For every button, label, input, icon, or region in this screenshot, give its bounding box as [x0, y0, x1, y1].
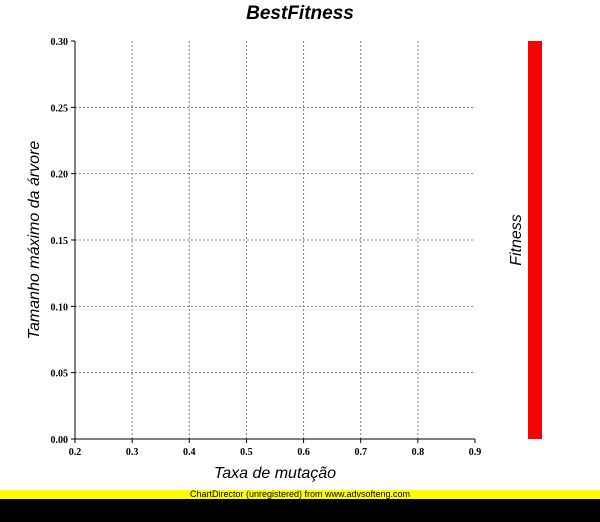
- chart-title: BestFitness: [246, 3, 354, 24]
- colorbar: [528, 41, 542, 439]
- y-tick-label: 0.30: [51, 37, 69, 48]
- x-tick-label: 0.7: [354, 447, 367, 458]
- tick-labels: 0.2 0.3 0.4 0.5 0.6 0.7 0.8 0.9 0.00 0.05 0.10 0.15…: [51, 37, 482, 458]
- chart: BestFitness 0.2 0.3 0.4 0.5 0.6 0.7 0.8 0.9 0.00…: [26, 3, 542, 482]
- x-tick-label: 0.4: [183, 447, 196, 458]
- axes: [71, 40, 476, 443]
- x-tick-label: 0.9: [469, 447, 482, 458]
- y-tick-label: 0.20: [51, 170, 69, 181]
- y-tick-label: 0.05: [51, 369, 69, 380]
- grid: [75, 41, 475, 439]
- y-tick-label: 0.00: [51, 435, 69, 446]
- x-tick-label: 0.5: [240, 447, 253, 458]
- x-tick-label: 0.2: [69, 447, 82, 458]
- y-tick-label: 0.25: [51, 103, 69, 114]
- x-tick-label: 0.3: [126, 447, 139, 458]
- y-tick-label: 0.10: [51, 302, 69, 313]
- x-tick-label: 0.8: [412, 447, 425, 458]
- footer-text: ChartDirector (unregistered) from www.ad…: [189, 489, 411, 499]
- x-axis-title: Taxa de mutação: [214, 465, 336, 482]
- footer-band: [0, 490, 600, 499]
- y-axis-title: Tamanho máximo da árvore: [26, 141, 43, 340]
- y-tick-label: 0.15: [51, 236, 69, 247]
- x-tick-label: 0.6: [297, 447, 310, 458]
- colorbar-title: Fitness: [508, 214, 525, 266]
- bottom-bar: [0, 499, 600, 522]
